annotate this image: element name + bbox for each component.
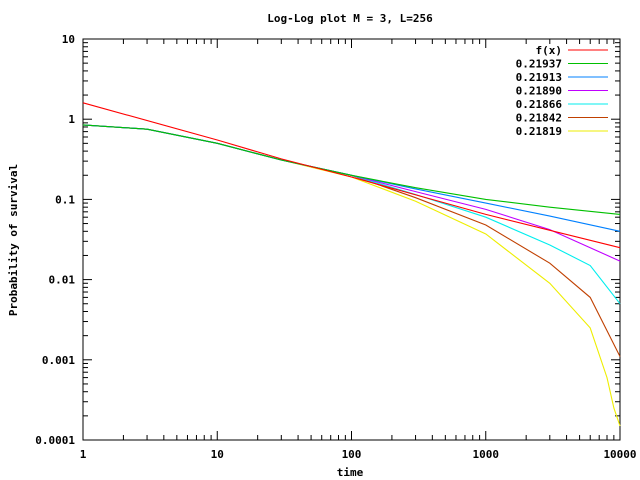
x-tick-label: 1 — [80, 448, 87, 461]
y-tick-label: 0.01 — [49, 274, 76, 287]
y-tick-label: 0.1 — [55, 193, 75, 206]
axis-ticks: 1 10 100 1000 10000 0.0001 0.001 0.01 0.1 1 10 — [35, 33, 636, 461]
legend-label: 0.21890 — [516, 85, 562, 98]
x-tick-label: 100 — [342, 448, 362, 461]
legend-label: 0.21937 — [516, 58, 562, 71]
legend-label: 0.21819 — [516, 125, 562, 138]
chart-title: Log-Log plot M = 3, L=256 — [267, 12, 433, 25]
series-layer — [82, 102, 621, 427]
y-tick-label: 0.0001 — [35, 434, 75, 447]
legend-label: f(x) — [536, 44, 563, 57]
series-line-f-x- — [82, 102, 621, 249]
legend-label: 0.21913 — [516, 71, 562, 84]
y-tick-label: 10 — [62, 33, 75, 46]
x-tick-label: 10 — [211, 448, 224, 461]
legend-label: 0.21842 — [516, 112, 562, 125]
legend: f(x)0.219370.219130.218900.218660.218420… — [516, 44, 608, 138]
x-tick-label: 10000 — [603, 448, 636, 461]
y-axis-label: Probability of survival — [7, 164, 20, 316]
y-tick-label: 1 — [68, 113, 75, 126]
x-axis-label: time — [337, 466, 364, 479]
series-line-0-21819 — [82, 124, 621, 427]
legend-label: 0.21866 — [516, 98, 563, 111]
series-line-0-21937 — [82, 124, 621, 215]
series-line-0-21913 — [82, 124, 621, 232]
x-tick-label: 1000 — [473, 448, 500, 461]
y-tick-label: 0.001 — [42, 354, 75, 367]
